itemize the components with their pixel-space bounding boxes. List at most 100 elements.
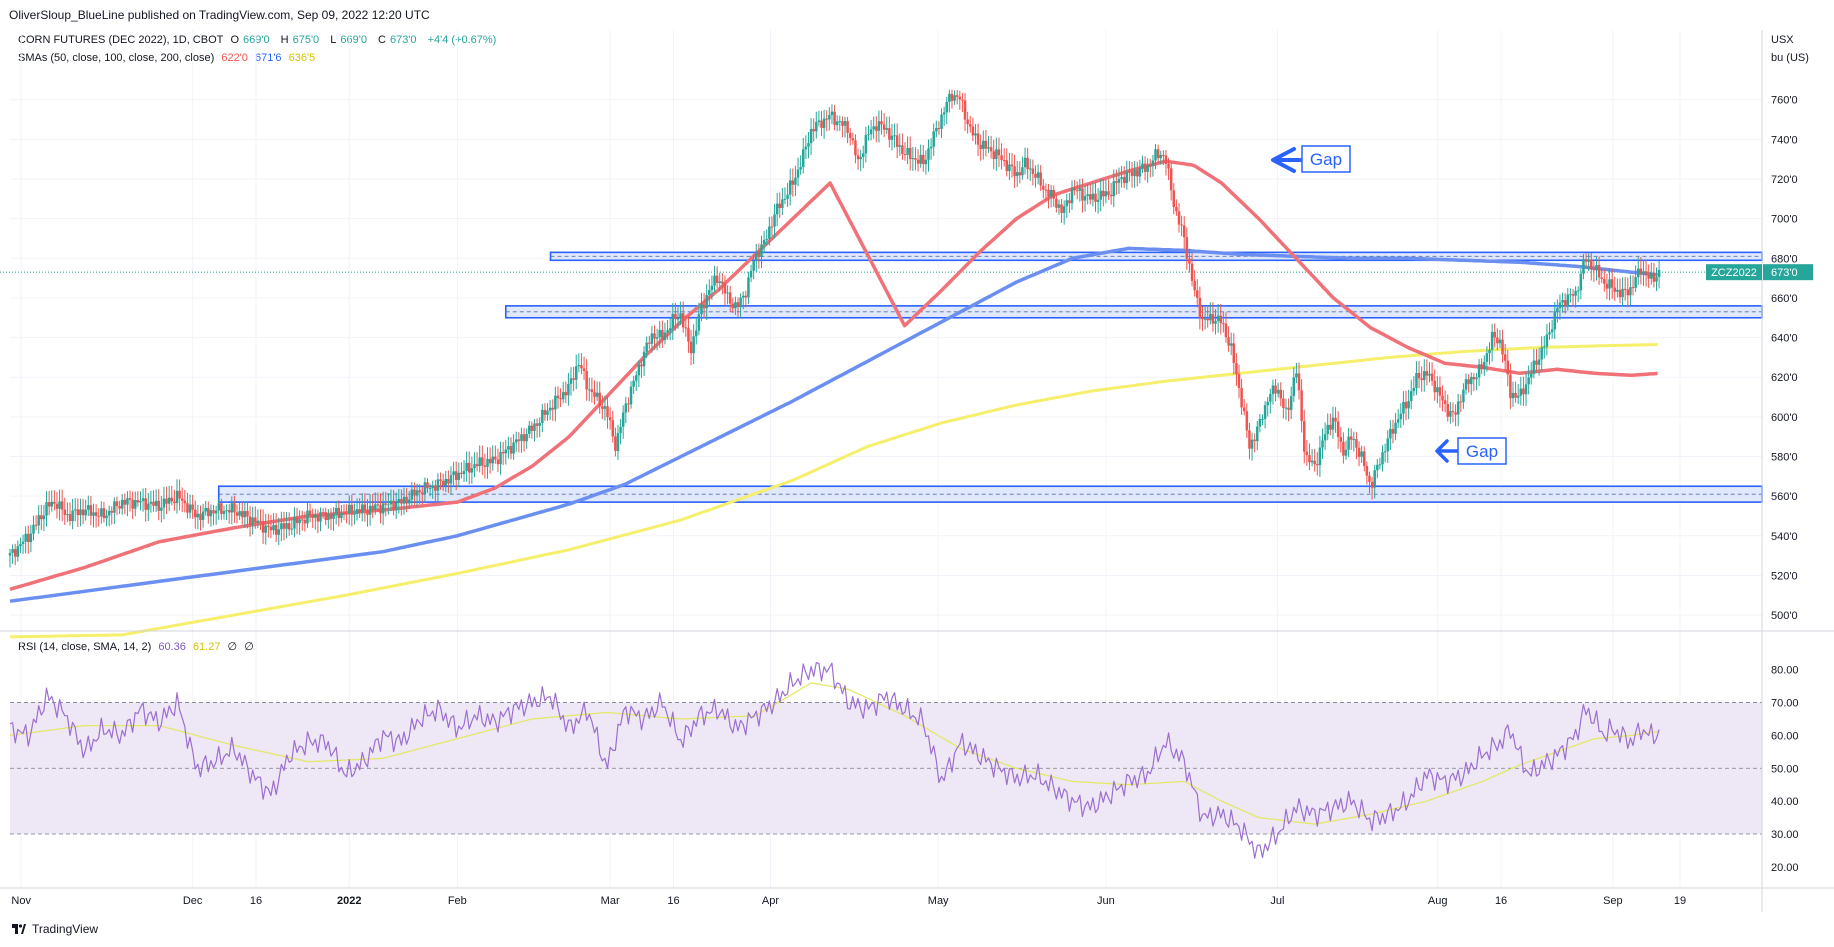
candle-body [1057, 204, 1061, 208]
candle-body [465, 462, 468, 471]
candle-body [648, 342, 651, 344]
candle-body [822, 118, 826, 128]
candle-body [1467, 379, 1470, 385]
candle-body [1459, 401, 1463, 403]
candles [8, 89, 1661, 568]
candle-body [953, 95, 956, 101]
candle-body [113, 501, 116, 513]
candle-body [280, 523, 283, 530]
candle-body [901, 145, 904, 155]
candle-body [355, 509, 359, 514]
candle-body [624, 403, 628, 413]
candle-body [1222, 323, 1225, 325]
candle-body [1530, 373, 1533, 378]
candle-body [1590, 259, 1593, 270]
candle-body [123, 499, 127, 505]
rsi-label: RSI (14, close, SMA, 14, 2) [18, 641, 152, 653]
candle-body [898, 145, 902, 147]
rsi-tick-label: 50.00 [1771, 763, 1799, 775]
candle-body [452, 471, 455, 476]
candle-body [710, 285, 714, 290]
candle-body [1506, 360, 1510, 375]
candle-body [893, 135, 896, 137]
candle-body [501, 452, 505, 454]
candle-body [935, 128, 938, 132]
rsi-pane [9, 661, 1762, 859]
candle-body [948, 93, 951, 102]
candle-body [1138, 168, 1142, 177]
candle-body [120, 499, 124, 509]
candle-body [374, 504, 377, 510]
candle-body [1579, 273, 1583, 291]
candle-body [1394, 422, 1397, 434]
time-tick-label: Jun [1097, 895, 1115, 907]
candle-body [791, 180, 795, 185]
candle-body [976, 133, 980, 145]
candle-body [676, 318, 680, 320]
candle-body [629, 386, 633, 405]
candle-body [141, 498, 145, 501]
candle-body [687, 328, 690, 342]
candle-body [110, 510, 114, 513]
candle-body [394, 502, 398, 511]
candle-body [1441, 395, 1444, 401]
candle-body [1036, 172, 1040, 178]
candle-body [1522, 388, 1525, 395]
candle-body [1485, 353, 1489, 362]
candle-body [723, 283, 727, 294]
candle-body [97, 515, 100, 517]
time-tick-label: May [928, 895, 949, 907]
candle-body [989, 147, 993, 152]
candle-body [812, 128, 815, 132]
candle-body [634, 375, 638, 381]
candle-body [1214, 320, 1217, 324]
candle-body [1561, 300, 1564, 303]
candle-body [1240, 387, 1243, 408]
candle-body [877, 121, 881, 131]
candle-body [147, 503, 150, 510]
sma-legend: SMAs (50, close, 100, close, 200, close)… [18, 52, 319, 64]
candle-body [1516, 395, 1520, 398]
candle-body [1242, 407, 1246, 412]
candle-body [66, 514, 69, 516]
candle-body [885, 128, 888, 130]
candle-body [1305, 451, 1309, 456]
footer[interactable]: TradingView [12, 922, 98, 936]
low-value: L 669'0 [330, 34, 367, 46]
candle-body [765, 238, 768, 240]
candle-body [1013, 166, 1016, 177]
candle-body [1550, 329, 1554, 333]
candle-body [1438, 387, 1442, 396]
rsi-empty-2: ∅ [244, 641, 254, 653]
price-tick-label: 640'0 [1771, 333, 1798, 345]
candle-body [405, 496, 408, 504]
candle-body [342, 512, 346, 514]
candle-body [1235, 363, 1238, 375]
candle-body [859, 156, 862, 160]
candle-body [102, 508, 106, 519]
candle-body [1115, 181, 1118, 183]
candle-body [971, 126, 975, 136]
candle-body [595, 392, 599, 397]
candle-body [45, 502, 48, 516]
time-tick-label: 16 [1495, 895, 1507, 907]
candle-body [869, 129, 873, 135]
candle-body [295, 517, 299, 524]
candle-body [207, 507, 210, 517]
candle-body [1511, 392, 1515, 399]
sma-label: SMAs (50, close, 100, close, 200, close) [18, 52, 215, 64]
candle-body [1569, 294, 1572, 296]
candle-body [574, 366, 578, 380]
candle-body [775, 203, 779, 215]
candle-body [267, 525, 270, 527]
close-value: C 673'0 [378, 34, 417, 46]
candle-body [397, 499, 401, 503]
candle-body [1396, 419, 1400, 423]
candle-body [194, 509, 197, 518]
candle-body [1329, 424, 1332, 430]
candle-body [423, 482, 427, 495]
candle-body [551, 407, 554, 410]
candle-body [1493, 331, 1496, 338]
candle-body [1582, 259, 1585, 274]
